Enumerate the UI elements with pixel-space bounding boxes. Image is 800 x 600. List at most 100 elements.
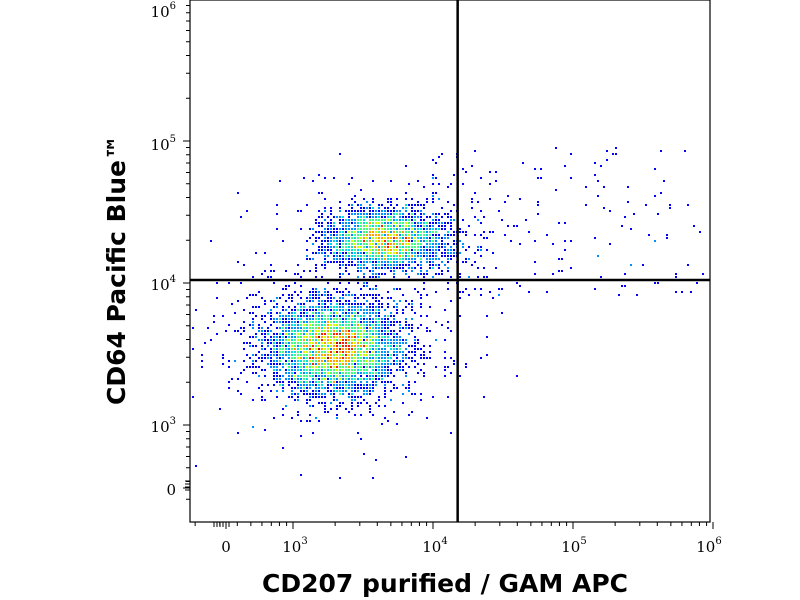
event-dot <box>621 225 623 227</box>
event-dot <box>399 261 401 263</box>
event-dot <box>345 225 347 227</box>
event-dot <box>438 225 440 227</box>
event-dot <box>288 372 290 374</box>
event-dot <box>273 321 275 323</box>
event-dot <box>345 354 347 356</box>
event-dot <box>351 330 353 332</box>
event-dot <box>378 237 380 239</box>
event-dot <box>300 381 302 383</box>
event-dot <box>330 375 332 377</box>
x-axis-ticks: 0 103 104 105 106 <box>194 522 722 556</box>
event-dot <box>372 387 374 389</box>
event-dot <box>339 210 341 212</box>
event-dot <box>249 336 251 338</box>
event-dot <box>276 213 278 215</box>
event-dot <box>294 381 296 383</box>
event-dot <box>336 357 338 359</box>
event-dot <box>258 357 260 359</box>
event-dot <box>441 240 443 242</box>
event-dot <box>276 228 278 230</box>
event-dot <box>378 222 380 224</box>
event-dot <box>252 366 254 368</box>
event-dot <box>321 249 323 251</box>
event-dot <box>249 342 251 344</box>
event-dot <box>309 420 311 422</box>
event-dot <box>444 225 446 227</box>
event-dot <box>318 324 320 326</box>
event-dot <box>333 396 335 398</box>
event-dot <box>372 210 374 212</box>
event-dot <box>360 366 362 368</box>
event-dot <box>279 333 281 335</box>
event-dot <box>333 369 335 371</box>
event-dot <box>402 312 404 314</box>
event-dot <box>324 396 326 398</box>
event-dot <box>411 270 413 272</box>
event-dot <box>327 297 329 299</box>
event-dot <box>381 216 383 218</box>
event-dot <box>411 306 413 308</box>
event-dot <box>381 330 383 332</box>
event-dot <box>447 243 449 245</box>
event-dot <box>369 207 371 209</box>
event-dot <box>378 204 380 206</box>
event-dot <box>306 330 308 332</box>
event-dot <box>441 252 443 254</box>
event-dot <box>327 387 329 389</box>
event-dot <box>405 219 407 221</box>
event-dot <box>333 333 335 335</box>
event-dot <box>426 252 428 254</box>
event-dot <box>426 240 428 242</box>
event-dot <box>333 225 335 227</box>
event-dot <box>363 336 365 338</box>
event-dot <box>396 267 398 269</box>
event-dot <box>372 324 374 326</box>
event-dot <box>390 234 392 236</box>
event-dot <box>561 258 563 260</box>
event-dot <box>351 372 353 374</box>
event-dot <box>447 252 449 254</box>
event-dot <box>657 213 659 215</box>
event-dot <box>264 270 266 272</box>
event-dot <box>393 270 395 272</box>
event-dot <box>378 399 380 401</box>
event-dot <box>432 258 434 260</box>
event-dot <box>387 420 389 422</box>
event-dot <box>354 312 356 314</box>
event-dot <box>288 312 290 314</box>
event-dot <box>450 300 452 302</box>
event-dot <box>327 324 329 326</box>
event-dot <box>297 360 299 362</box>
event-dot <box>303 387 305 389</box>
event-dot <box>369 258 371 260</box>
event-dot <box>249 294 251 296</box>
event-dot <box>312 291 314 293</box>
event-dot <box>345 303 347 305</box>
event-dot <box>381 327 383 329</box>
event-dot <box>384 231 386 233</box>
event-dot <box>315 324 317 326</box>
event-dot <box>465 234 467 236</box>
event-dot <box>423 222 425 224</box>
event-dot <box>312 354 314 356</box>
event-dot <box>417 252 419 254</box>
event-dot <box>354 327 356 329</box>
event-dot <box>342 225 344 227</box>
event-dot <box>297 327 299 329</box>
event-dot <box>453 249 455 251</box>
event-dot <box>363 354 365 356</box>
event-dot <box>378 315 380 317</box>
event-dot <box>327 345 329 347</box>
event-dot <box>411 351 413 353</box>
event-dot <box>405 342 407 344</box>
event-dot <box>375 339 377 341</box>
event-dot <box>324 339 326 341</box>
event-dot <box>357 306 359 308</box>
event-dot <box>309 297 311 299</box>
event-dot <box>243 348 245 350</box>
event-dot <box>330 231 332 233</box>
event-dot <box>291 357 293 359</box>
event-dot <box>363 240 365 242</box>
event-dot <box>333 177 335 179</box>
